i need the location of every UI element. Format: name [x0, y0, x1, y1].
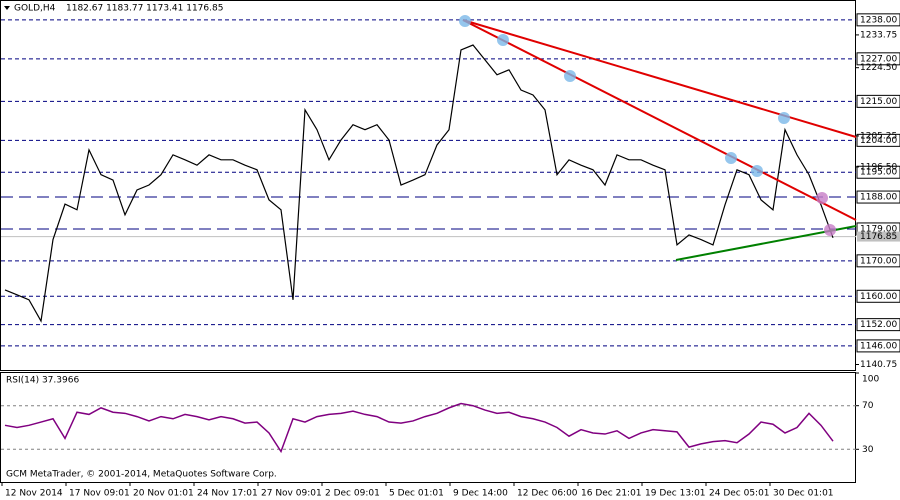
- x-tick-label: 30 Dec 01:01: [773, 489, 834, 499]
- ohlc-text: 1182.67 1183.77 1173.41 1176.85: [66, 4, 223, 14]
- level-box: [856, 254, 900, 268]
- x-tick-label: 9 Dec 14:00: [453, 489, 508, 499]
- level-label: 1204.00: [860, 136, 897, 146]
- level-box: [856, 13, 900, 27]
- level-label: 1146.00: [860, 341, 897, 351]
- y-tick-label: 1140.75: [860, 360, 897, 370]
- price-line: [4, 402, 834, 454]
- y-tick-label: 1224.50: [860, 63, 897, 73]
- y-tick-label: 70: [862, 401, 874, 411]
- trendlines: [459, 15, 857, 261]
- symbol-title: GOLD,H4: [14, 4, 56, 14]
- copyright: GCM MetaTrader, © 2001-2014, MetaQuotes …: [6, 470, 277, 480]
- level-label: 1215.00: [860, 97, 897, 107]
- y-tick-label: 1233.75: [860, 30, 897, 40]
- current-price-label: 1176.85: [860, 232, 897, 242]
- x-tick-label: 17 Nov 09:01: [69, 489, 130, 499]
- x-tick-label: 12 Nov 2014: [5, 489, 63, 499]
- level-label: 1195.00: [860, 168, 897, 178]
- x-tick-label: 12 Dec 06:00: [517, 489, 578, 499]
- y-tick-label: 30: [862, 445, 874, 455]
- level-box: [856, 190, 900, 204]
- x-tick-label: 27 Nov 09:01: [261, 489, 322, 499]
- rsi-title: RSI(14) 37.3966: [6, 376, 79, 386]
- y-tick-label: 1196.50: [860, 162, 897, 172]
- x-tick-label: 20 Nov 01:01: [133, 489, 194, 499]
- level-box: [856, 318, 900, 332]
- x-tick-label: 19 Dec 13:01: [645, 489, 706, 499]
- level-label: 1170.00: [860, 256, 897, 266]
- x-tick-label: 24 Nov 17:01: [197, 489, 258, 499]
- main-pane: [0, 0, 856, 371]
- y-tick-label: 1205.25: [860, 131, 897, 141]
- level-box: [856, 339, 900, 353]
- current-price-box: [857, 231, 900, 242]
- level-label: 1152.00: [860, 320, 897, 330]
- level-label: 1179.00: [860, 224, 897, 234]
- level-box: [856, 94, 900, 108]
- y-tick-label: 100: [862, 375, 879, 385]
- price-line: [4, 44, 834, 323]
- rsi-pane: [0, 372, 856, 483]
- level-box: [856, 165, 900, 179]
- level-label: 1188.00: [860, 193, 897, 203]
- level-label: 1160.00: [860, 292, 897, 302]
- level-box: [856, 289, 900, 303]
- level-label: 1227.00: [860, 54, 897, 64]
- x-tick-label: 16 Dec 21:01: [581, 489, 642, 499]
- x-tick-label: 24 Dec 05:01: [709, 489, 770, 499]
- level-box: [856, 133, 900, 147]
- menu-icon[interactable]: [4, 6, 10, 10]
- x-tick-label: 5 Dec 01:01: [389, 489, 444, 499]
- level-box: [856, 52, 900, 66]
- level-label: 1238.00: [860, 15, 897, 25]
- x-tick-label: 2 Dec 09:01: [325, 489, 380, 499]
